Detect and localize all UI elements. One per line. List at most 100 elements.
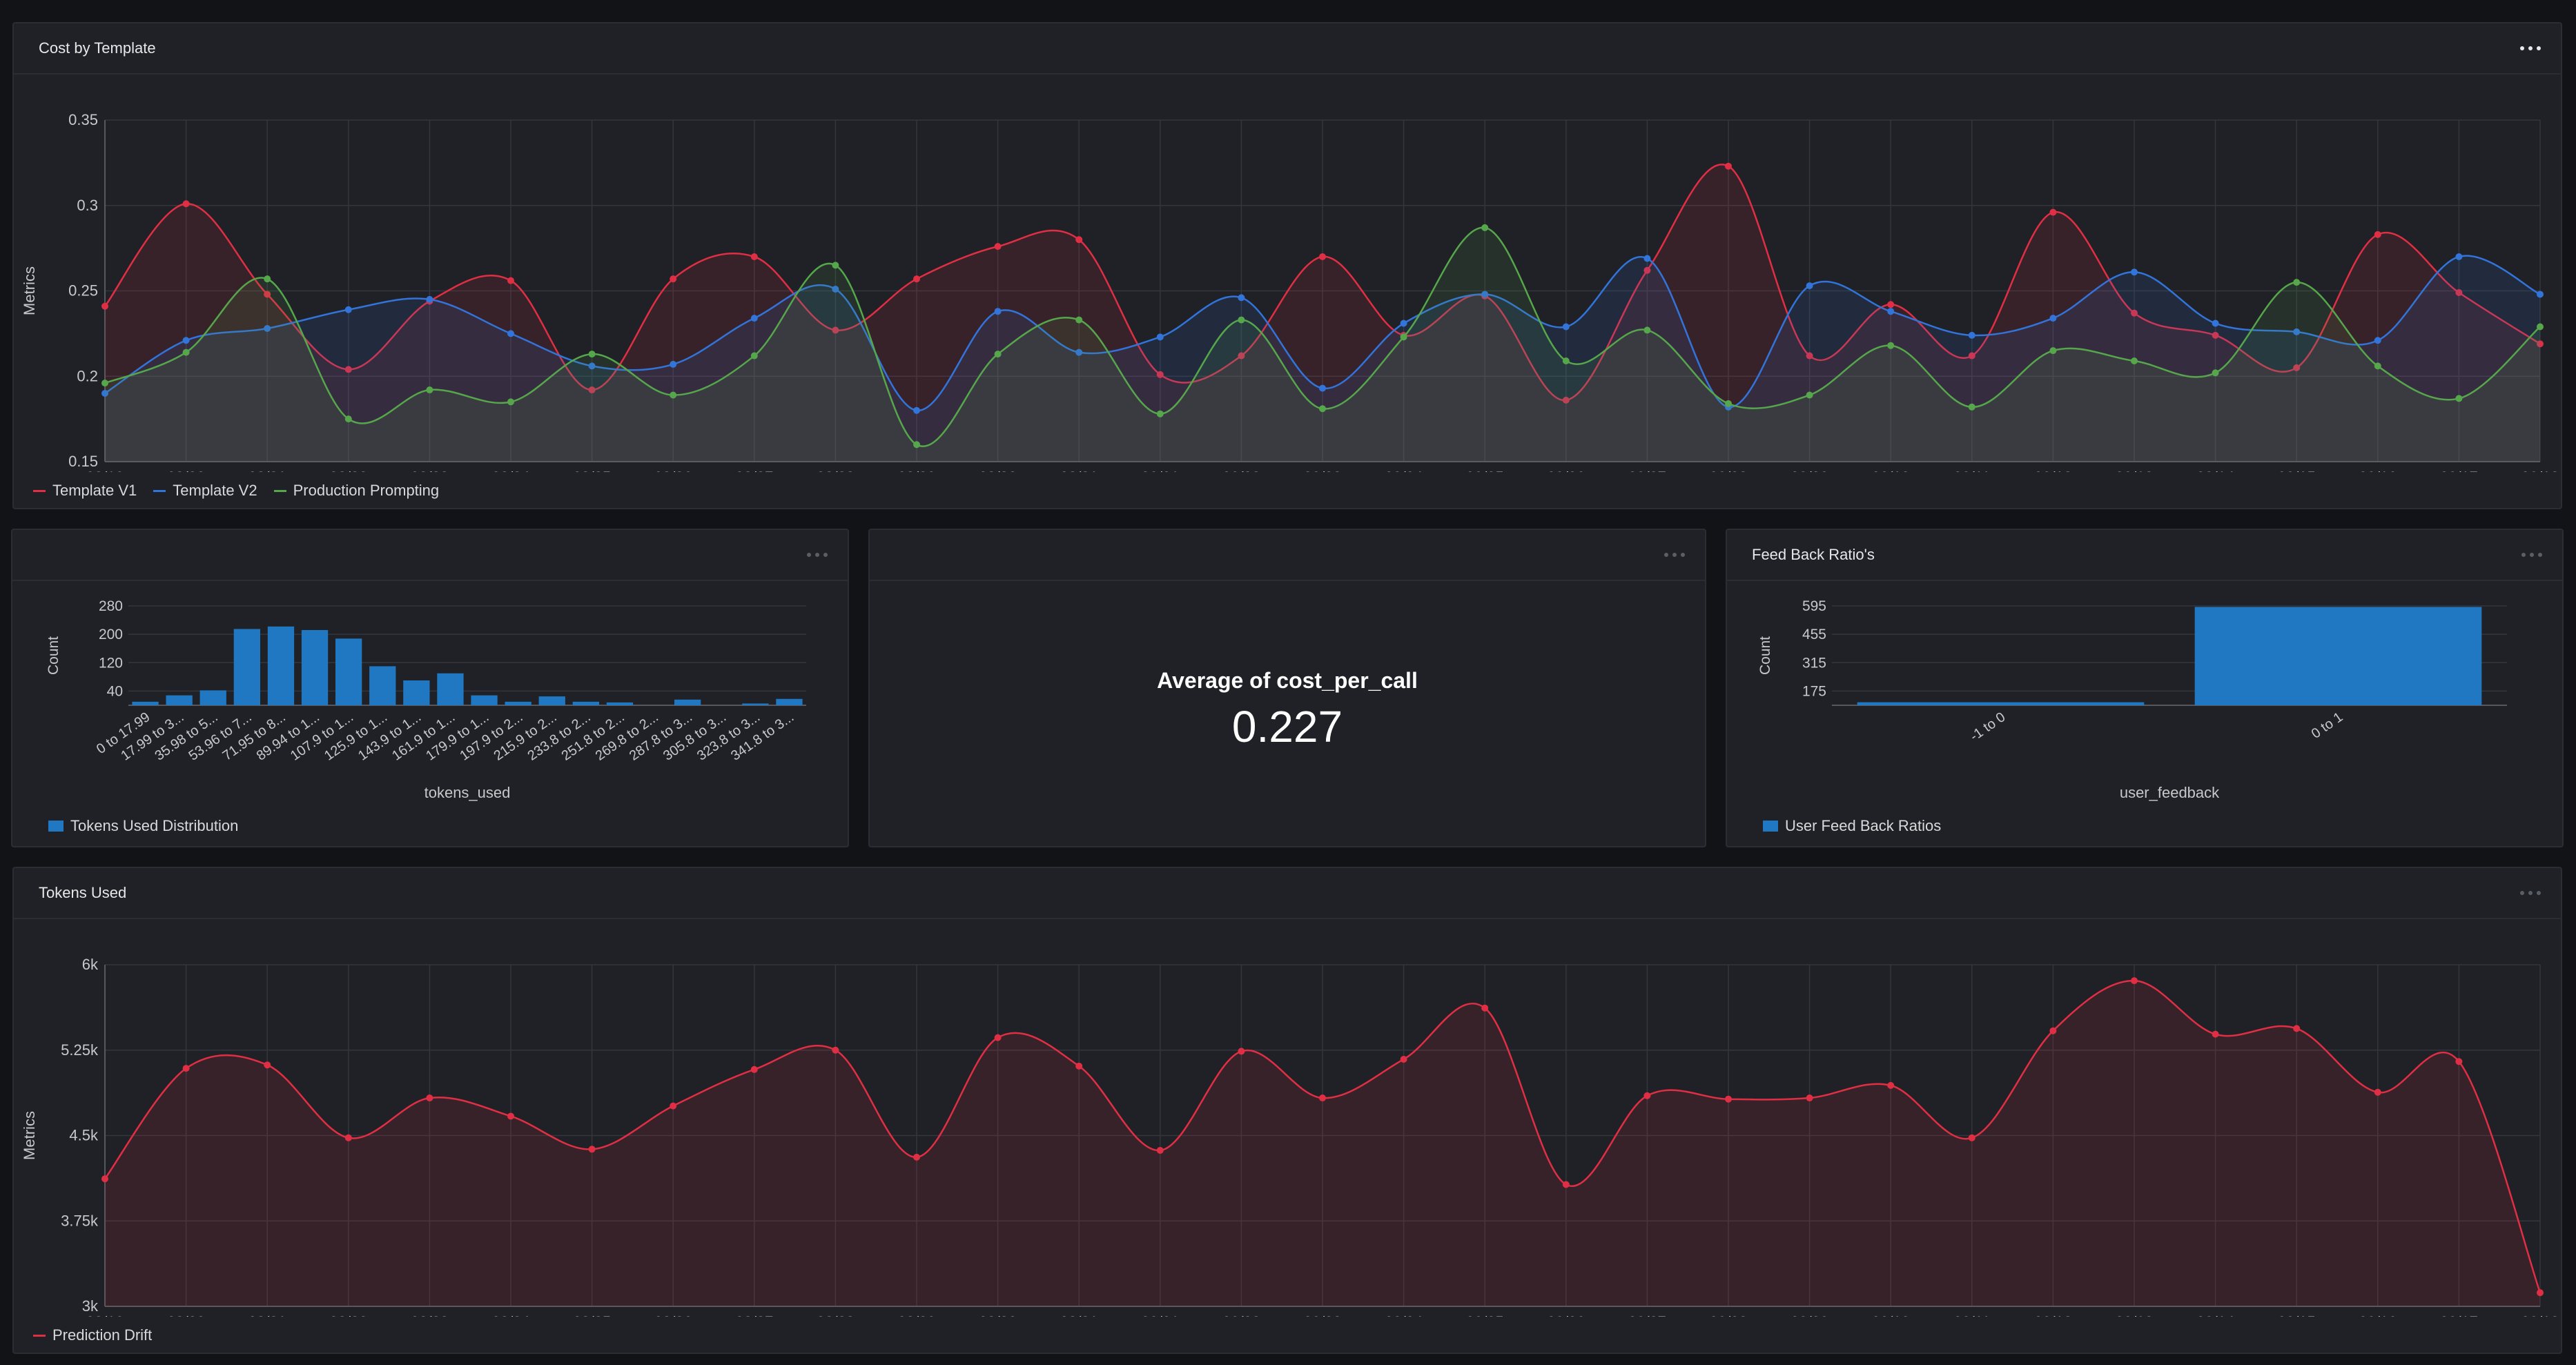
bar	[301, 629, 329, 705]
feedback-bar-chart: 175 315 455 595 -1 to 0 0 to 1 Count user_feedb…	[1757, 598, 2507, 801]
data-point	[670, 391, 677, 399]
data-point	[750, 1066, 758, 1073]
x-tick-label: 09/09	[1790, 1313, 1828, 1317]
panel-title[interactable]: Feed Back Ratio's	[1752, 546, 1875, 563]
data-point	[1968, 331, 1975, 339]
data-point	[2537, 323, 2544, 331]
data-point	[1238, 316, 1245, 324]
data-point	[1806, 1094, 1813, 1102]
data-point	[1481, 224, 1489, 231]
x-tick-label: 09/17	[2440, 469, 2478, 472]
panel-menu-icon[interactable]	[1661, 545, 1688, 564]
x-tick-label: 09/08	[1709, 1313, 1747, 1317]
bar	[2194, 607, 2482, 705]
legend-item-tokens-used-distribution[interactable]: Tokens Used Distribution	[48, 817, 238, 835]
x-tick-label: 09/15	[2278, 1313, 2316, 1317]
x-tick-label: 09/04	[1385, 469, 1423, 472]
x-tick-label: 08/27	[735, 1313, 773, 1317]
data-point	[426, 295, 433, 303]
data-point	[1238, 1048, 1245, 1055]
data-point	[264, 275, 271, 283]
x-tick-label: 09/13	[2115, 1313, 2153, 1317]
legend-label: Prediction Drift	[52, 1326, 153, 1344]
x-tick-label: 08/23	[411, 469, 449, 472]
legend-item-template-v1[interactable]: Template V1	[33, 482, 137, 500]
data-point	[1319, 405, 1326, 413]
x-tick-label: 09/02	[1222, 469, 1260, 472]
x-tick-label: 08/30	[979, 1313, 1017, 1317]
feedback-ratios-panel: Feed Back Ratio's 175 315 455 595 -1 to 0 0 t…	[1726, 529, 2564, 847]
panel-menu-icon[interactable]	[2517, 883, 2544, 903]
y-tick-label: 315	[1802, 655, 1826, 671]
series-area-prediction-drift	[105, 981, 2540, 1306]
data-point	[1238, 294, 1245, 302]
bar	[505, 701, 531, 705]
panel-menu-icon[interactable]	[803, 545, 831, 564]
x-tick-label: 09/18	[2521, 1313, 2559, 1317]
bar	[199, 690, 226, 705]
data-point	[750, 352, 758, 360]
y-tick-label: 6k	[82, 956, 99, 973]
y-tick-label: 3k	[82, 1297, 99, 1315]
legend-swatch	[273, 489, 286, 492]
x-tick-label: 08/29	[897, 469, 935, 472]
data-point	[426, 1094, 433, 1102]
x-tick-label: 09/17	[2440, 1313, 2478, 1317]
data-point	[2131, 309, 2138, 317]
stat-label: Average of cost_per_call	[1157, 668, 1418, 693]
x-tick-label: 09/18	[2521, 469, 2559, 472]
panel-title[interactable]: Tokens Used	[39, 884, 127, 901]
x-tick-label: -1 to 0	[1967, 709, 2008, 745]
x-tick-label: 09/13	[2115, 469, 2153, 472]
x-tick-label: 09/06	[1547, 469, 1585, 472]
y-tick-label: 0.3	[77, 197, 98, 214]
data-point	[2293, 364, 2301, 371]
data-point	[588, 1146, 596, 1153]
legend-swatch	[1763, 821, 1778, 832]
data-point	[2049, 315, 2057, 322]
data-point	[2455, 288, 2463, 296]
y-tick-label: 120	[99, 655, 123, 671]
data-point	[182, 337, 190, 344]
data-point	[1481, 1004, 1489, 1012]
y-tick-label: 0.15	[68, 453, 98, 470]
x-tick-label: 09/05	[1466, 469, 1504, 472]
legend-item-template-v2[interactable]: Template V2	[153, 482, 257, 500]
legend-label: Tokens Used Distribution	[70, 817, 239, 834]
legend-item-user-feed-back-ratios[interactable]: User Feed Back Ratios	[1763, 817, 1941, 835]
panel-header: Feed Back Ratio's	[1727, 530, 2562, 581]
bar	[776, 698, 803, 705]
x-tick-label: 09/03	[1303, 1313, 1341, 1317]
legend-swatch	[33, 1334, 46, 1337]
panel-menu-icon[interactable]	[2517, 39, 2544, 58]
data-point	[101, 302, 108, 310]
data-point	[1481, 291, 1489, 298]
x-tick-label: 08/22	[329, 469, 367, 472]
data-point	[264, 291, 271, 298]
y-tick-label: 595	[1802, 598, 1826, 614]
x-tick-label: 09/04	[1385, 1313, 1423, 1317]
data-point	[1887, 308, 1895, 315]
panel-menu-icon[interactable]	[2518, 545, 2546, 564]
data-point	[2374, 337, 2381, 344]
bar	[572, 701, 599, 705]
x-tick-label: 08/21	[248, 1313, 286, 1317]
tokens-used-panel: Tokens Used 3k 3.75k 4.5k 5.25k 6k 08/19 08/20…	[12, 867, 2562, 1354]
y-tick-label: 0.25	[68, 282, 98, 299]
x-axis-title: user_feedback	[2120, 784, 2220, 801]
panel-title[interactable]: Cost by Template	[39, 39, 156, 57]
data-point	[1725, 400, 1732, 407]
tokens-line-chart: 3k 3.75k 4.5k 5.25k 6k 08/19 08/20 08/21 08/22 08…	[21, 956, 2559, 1317]
legend-item-prediction-drift[interactable]: Prediction Drift	[33, 1326, 152, 1344]
x-tick-label: 08/20	[167, 1313, 205, 1317]
data-point	[2455, 395, 2463, 402]
legend-item-production-prompting[interactable]: Production Prompting	[273, 482, 439, 500]
y-axis-title: Metrics	[21, 1111, 38, 1160]
x-tick-label: 08/28	[817, 1313, 855, 1317]
data-point	[1156, 371, 1164, 378]
data-point	[2293, 328, 2301, 335]
panel-header	[12, 530, 848, 581]
data-point	[670, 275, 677, 283]
data-point	[1968, 352, 1975, 360]
bar	[166, 695, 193, 705]
